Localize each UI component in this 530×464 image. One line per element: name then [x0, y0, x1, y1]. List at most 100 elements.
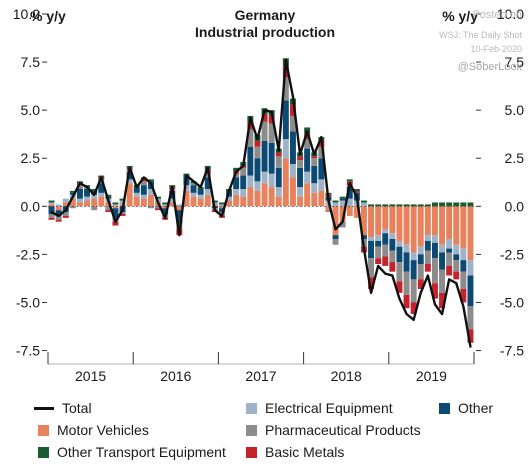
- bar-motor-vehicles-2016-09: [190, 196, 197, 207]
- bar-motor-vehicles-2019-10: [453, 206, 460, 245]
- bar-electrical-equipment-2015-08: [98, 192, 105, 197]
- bar-motor-vehicles-2016-02: [140, 198, 147, 207]
- bar-motor-vehicles-2017-12: [297, 196, 304, 207]
- total-point-2016-02: [142, 176, 145, 179]
- legend-swatch-electrical: [246, 402, 257, 414]
- total-point-2016-08: [185, 174, 188, 177]
- y-tick-right--5.0: -5.0: [500, 294, 524, 310]
- bar-electrical-equipment-2019-05: [417, 246, 424, 255]
- bar-pharmaceutical-products-2018-05: [332, 239, 339, 245]
- bar-other-2017-08: [268, 142, 275, 174]
- bar-other-2017-05: [247, 146, 254, 176]
- bar-other-2015-01: [48, 206, 55, 214]
- total-point-2019-03: [405, 312, 408, 316]
- total-point-2018-11: [377, 264, 380, 268]
- bar-basic-metals-2015-09: [105, 210, 112, 213]
- bar-basic-metals-2019-07: [431, 283, 438, 299]
- bar-motor-vehicles-2018-05: [332, 206, 339, 236]
- total-point-2017-08: [270, 110, 273, 114]
- chart-subtitle: Industrial production: [195, 24, 335, 40]
- bar-pharmaceutical-products-2016-09: [190, 183, 197, 186]
- total-point-2019-07: [433, 303, 437, 306]
- bar-motor-vehicles-2015-07: [91, 198, 98, 207]
- bar-motor-vehicles-2019-05: [417, 206, 424, 247]
- bar-other-2018-05: [332, 235, 339, 239]
- legend-item-metals: Basic Metals: [246, 444, 344, 460]
- stacked-bars: [48, 58, 474, 343]
- y-tick-right-2.5: 2.5: [505, 150, 525, 166]
- bar-electrical-equipment-2015-12: [126, 179, 133, 184]
- bar-pharmaceutical-products-2016-04: [155, 206, 162, 209]
- x-tick-label-2017: 2017: [245, 368, 276, 384]
- bar-motor-vehicles-2016-10: [197, 198, 204, 207]
- bar-other-2019-06: [424, 240, 431, 251]
- total-point-2015-03: [64, 209, 67, 212]
- bar-motor-vehicles-2015-04: [69, 198, 76, 207]
- total-point-2017-07: [263, 109, 266, 112]
- y-axis-right-unit: % y/y: [442, 8, 478, 24]
- total-point-2018-06: [341, 220, 344, 223]
- legend-label-transport: Other Transport Equipment: [57, 444, 226, 460]
- bar-other-2016-02: [140, 185, 147, 195]
- bar-other-transport-equipment-2019-11: [460, 202, 467, 207]
- bar-other-transport-equipment-2016-05: [162, 202, 169, 205]
- bar-pharmaceutical-products-2017-05: [247, 129, 254, 147]
- bar-basic-metals-2019-09: [446, 265, 453, 276]
- total-point-2018-02: [313, 153, 316, 156]
- bar-basic-metals-2016-02: [140, 179, 147, 182]
- bar-motor-vehicles-2016-03: [147, 194, 154, 207]
- bar-other-2018-03: [318, 158, 325, 180]
- bar-other-transport-equipment-2018-05: [332, 200, 339, 203]
- total-point-2015-01: [50, 210, 53, 214]
- bar-motor-vehicles-2018-03: [318, 190, 325, 207]
- bar-other-2017-12: [297, 167, 304, 188]
- total-point-2018-03: [320, 135, 323, 139]
- bar-electrical-equipment-2015-10: [112, 204, 119, 207]
- bar-motor-vehicles-2017-04: [240, 196, 247, 207]
- bar-electrical-equipment-2016-10: [197, 194, 204, 199]
- bar-basic-metals-2016-04: [155, 208, 162, 211]
- bar-other-transport-equipment-2018-08: [353, 189, 360, 191]
- total-point-2017-10: [284, 59, 287, 62]
- bar-other-transport-equipment-2019-07: [431, 202, 438, 207]
- total-point-2016-05: [164, 216, 167, 219]
- bar-other-2019-05: [417, 254, 424, 264]
- bar-other-2016-11: [204, 177, 211, 189]
- bar-basic-metals-2017-09: [275, 152, 282, 157]
- y-tick-left-0.0: 0.0: [21, 198, 41, 214]
- bar-electrical-equipment-2018-12: [382, 229, 389, 234]
- bar-electrical-equipment-2016-07: [176, 204, 183, 207]
- bar-other-transport-equipment-2019-04: [410, 204, 417, 207]
- bar-basic-metals-2019-08: [439, 292, 446, 309]
- bar-motor-vehicles-2017-05: [247, 187, 254, 207]
- bar-electrical-equipment-2015-06: [84, 196, 91, 201]
- total-point-2015-06: [85, 185, 89, 189]
- bar-motor-vehicles-2019-01: [389, 206, 396, 234]
- bar-other-transport-equipment-2018-09: [360, 200, 367, 203]
- total-point-2018-12: [384, 272, 387, 275]
- bar-electrical-equipment-2019-07: [431, 235, 438, 243]
- total-point-2015-12: [128, 166, 131, 169]
- y-tick-left-7.5: 7.5: [21, 54, 41, 70]
- bar-other-2019-02: [396, 246, 403, 263]
- bar-other-2018-09: [360, 235, 367, 239]
- bar-pharmaceutical-products-2017-04: [240, 167, 247, 176]
- bar-basic-metals-2018-10: [368, 277, 375, 289]
- bar-basic-metals-2015-03: [62, 215, 69, 218]
- bar-electrical-equipment-2018-03: [318, 179, 325, 191]
- bar-pharmaceutical-products-2015-09: [105, 206, 112, 211]
- bar-other-2015-05: [76, 189, 83, 199]
- bar-other-2018-06: [339, 198, 346, 201]
- legend-item-electrical: Electrical Equipment: [246, 400, 393, 416]
- bar-electrical-equipment-2017-01: [218, 204, 225, 207]
- bar-motor-vehicles-2017-02: [226, 200, 233, 207]
- bar-other-2017-01: [218, 208, 225, 213]
- x-tick-label-2018: 2018: [331, 368, 362, 384]
- bar-other-transport-equipment-2019-01: [389, 204, 396, 207]
- bar-electrical-equipment-2015-11: [119, 200, 126, 205]
- legend-label-motor: Motor Vehicles: [57, 422, 149, 438]
- bar-electrical-equipment-2017-02: [226, 196, 233, 201]
- total-point-2018-07: [348, 182, 351, 185]
- legend-swatch-motor: [38, 424, 49, 436]
- bar-motor-vehicles-2015-08: [98, 196, 105, 207]
